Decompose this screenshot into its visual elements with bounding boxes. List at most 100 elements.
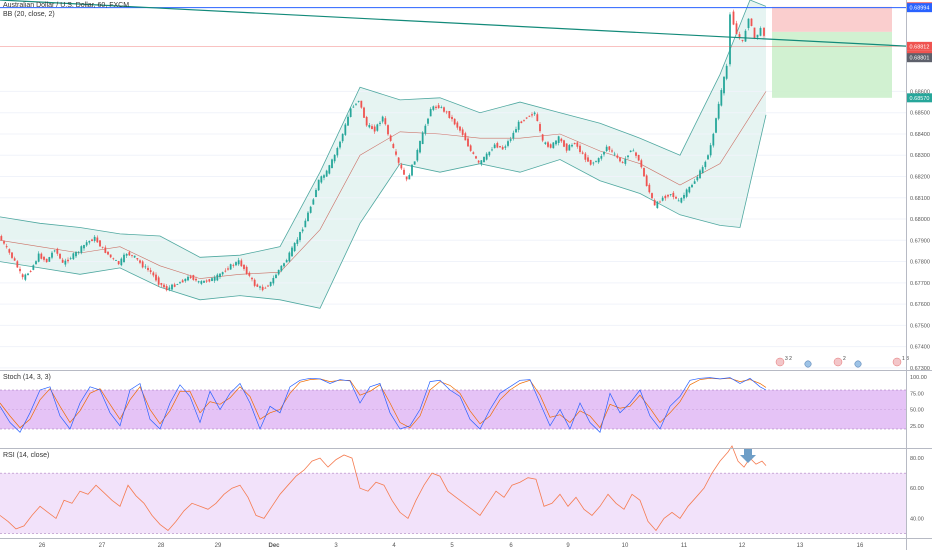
price-tick-label: 0.68600 bbox=[910, 89, 930, 95]
candle-body bbox=[352, 106, 355, 108]
candle-body bbox=[339, 141, 341, 148]
candle-body bbox=[453, 118, 456, 125]
candle-body bbox=[759, 28, 762, 36]
candle-body bbox=[560, 138, 563, 142]
candle-body bbox=[211, 278, 213, 282]
rsi-legend[interactable]: RSI (14, close) bbox=[3, 452, 50, 459]
price-axis[interactable]: 0.68600 0.68500 0.68400 0.68300 0.68200 0.681… bbox=[910, 89, 930, 522]
candle-body bbox=[395, 151, 397, 155]
candle-body bbox=[256, 284, 259, 287]
candle-body bbox=[597, 158, 600, 163]
candle-body bbox=[427, 118, 429, 124]
candle-body bbox=[595, 161, 597, 163]
trend-line[interactable] bbox=[0, 0, 932, 49]
candle-body bbox=[221, 272, 224, 275]
candle-body bbox=[259, 286, 261, 288]
candle-body bbox=[589, 159, 592, 165]
candle-body bbox=[344, 124, 347, 135]
candle-body bbox=[571, 144, 573, 147]
candle-body bbox=[608, 146, 611, 150]
candle-body bbox=[750, 18, 753, 27]
candle-body bbox=[24, 274, 27, 280]
price-tick-label: 0.67400 bbox=[910, 345, 930, 351]
candle-body bbox=[104, 247, 107, 253]
candle-body bbox=[267, 285, 269, 287]
symbol-title[interactable]: Australian Dollar / U.S. Dollar, 60, FXC… bbox=[3, 2, 130, 9]
price-tick-label: 0.67300 bbox=[910, 366, 930, 372]
price-tick-label: 0.67800 bbox=[910, 260, 930, 266]
candle-body bbox=[275, 274, 277, 279]
time-axis[interactable]: 26 27 28 29 Dec 3 4 5 6 9 10 11 12 13 16 bbox=[39, 543, 864, 549]
candle-body bbox=[512, 132, 515, 139]
candle-body bbox=[232, 264, 235, 266]
candle-body bbox=[56, 248, 59, 254]
candle-body bbox=[163, 284, 165, 288]
down-arrow-icon[interactable] bbox=[740, 449, 756, 463]
candle-body bbox=[40, 253, 43, 259]
candle-body bbox=[472, 152, 475, 154]
price-tag bbox=[907, 93, 932, 103]
price-tag-label: 0.68994 bbox=[910, 6, 930, 12]
rsi-pane[interactable] bbox=[0, 445, 906, 534]
candle-body bbox=[504, 146, 507, 148]
price-tick-label: 0.67500 bbox=[910, 323, 930, 329]
stop-loss-zone[interactable] bbox=[772, 6, 892, 32]
candle-body bbox=[587, 157, 589, 162]
candle-body bbox=[429, 109, 432, 117]
candle-body bbox=[165, 286, 168, 291]
price-tick-label: 0.67700 bbox=[910, 281, 930, 287]
candle-body bbox=[499, 146, 501, 148]
candle-body bbox=[227, 268, 229, 270]
candle-body bbox=[216, 274, 219, 281]
candle-body bbox=[181, 280, 184, 283]
main-pane[interactable]: 3 2 2 1 3 bbox=[0, 0, 932, 369]
candle-body bbox=[661, 197, 664, 201]
candle-body bbox=[693, 181, 696, 184]
candle-body bbox=[664, 195, 667, 199]
candle-body bbox=[573, 142, 576, 145]
candle-body bbox=[128, 252, 131, 256]
candle-body bbox=[245, 266, 248, 274]
candle-body bbox=[189, 276, 192, 278]
candle-body bbox=[672, 192, 675, 198]
flag-icon bbox=[804, 360, 812, 368]
price-tag-label: 0.68570 bbox=[910, 96, 930, 102]
candle-body bbox=[16, 261, 19, 268]
candle-body bbox=[48, 257, 51, 262]
candle-body bbox=[421, 132, 424, 145]
candle-body bbox=[400, 164, 403, 169]
candle-body bbox=[155, 274, 157, 281]
price-grid bbox=[0, 90, 906, 369]
candle-body bbox=[365, 116, 368, 126]
event-badges[interactable]: 3 2 2 1 3 bbox=[775, 356, 909, 368]
candle-body bbox=[491, 149, 493, 151]
candle-body bbox=[229, 264, 232, 270]
candle-body bbox=[659, 201, 661, 203]
bb-legend[interactable]: BB (20, close, 2) bbox=[3, 11, 55, 18]
time-tick-label: 27 bbox=[99, 543, 106, 549]
candle-body bbox=[541, 134, 544, 141]
candle-body bbox=[680, 197, 683, 203]
candle-body bbox=[312, 199, 315, 205]
candle-body bbox=[699, 170, 701, 179]
candle-body bbox=[45, 258, 48, 263]
candle-body bbox=[533, 112, 536, 115]
candle-body bbox=[83, 245, 85, 249]
candle-body bbox=[539, 124, 541, 132]
candle-body bbox=[69, 258, 72, 260]
candle-body bbox=[613, 153, 616, 155]
candle-body bbox=[667, 194, 669, 197]
candle-body bbox=[651, 193, 653, 199]
stoch-pane[interactable] bbox=[0, 377, 906, 433]
candle-body bbox=[301, 229, 304, 232]
rsi-tick-label: 60.00 bbox=[910, 486, 924, 492]
stoch-legend[interactable]: Stoch (14, 3, 3) bbox=[3, 374, 51, 381]
candle-body bbox=[515, 129, 517, 133]
candle-body bbox=[643, 168, 645, 177]
time-tick-label: 5 bbox=[450, 543, 454, 549]
candle-body bbox=[611, 150, 613, 152]
candle-body bbox=[224, 270, 227, 272]
candle-body bbox=[253, 279, 256, 286]
candle-body bbox=[528, 115, 531, 117]
